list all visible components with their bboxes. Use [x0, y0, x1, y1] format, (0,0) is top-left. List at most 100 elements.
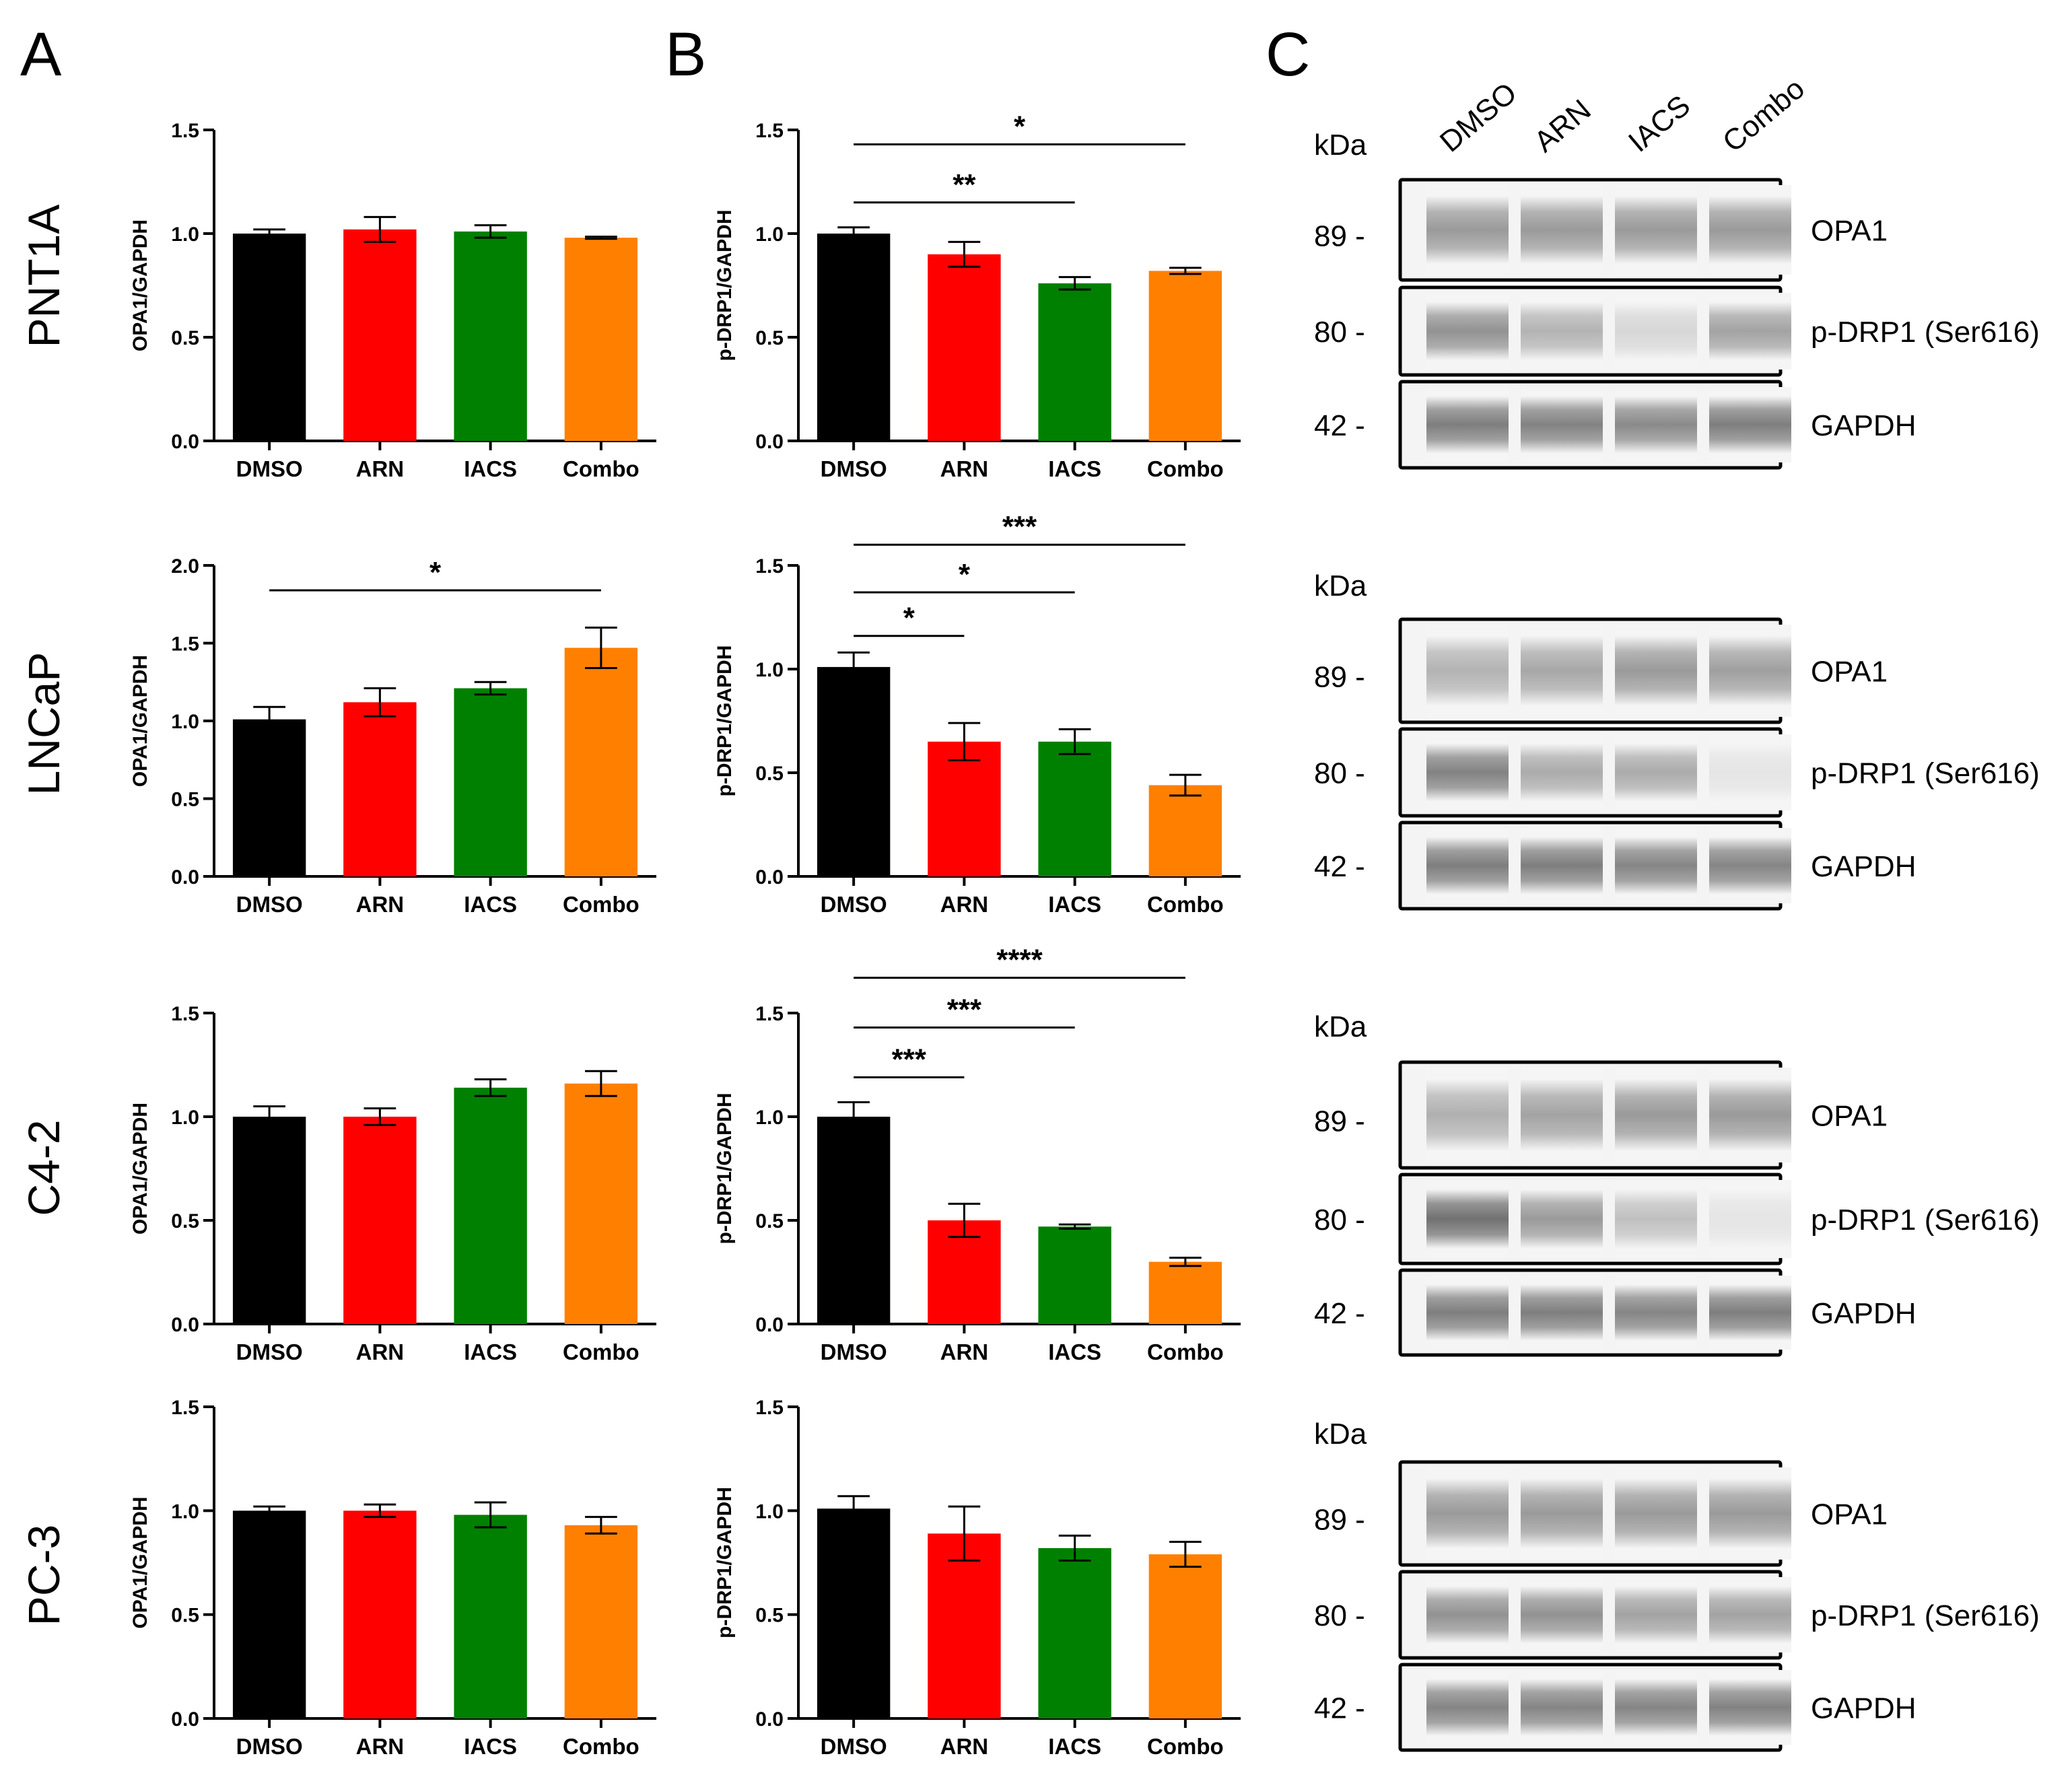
band-lane-dmso [1426, 1577, 1509, 1652]
band-lane-arn [1521, 1670, 1603, 1745]
y-axis-label: p-DRP1/GAPDH [714, 1092, 736, 1244]
lane-label-combo: Combo [1717, 72, 1811, 159]
band-lane-combo [1709, 734, 1791, 810]
marker-label: 80 - [1314, 1599, 1365, 1632]
blot-lncap: kDa 89 - OPA1 80 - p-DRP1 (Ser616) 42 - GAPDH [1314, 569, 2040, 911]
marker-label: 89 - [1314, 1504, 1365, 1537]
marker-label: 80 - [1314, 316, 1365, 349]
y-tick-label: 0.5 [755, 763, 784, 785]
y-tick-label: 0.0 [171, 866, 199, 889]
kda-label: kDa [1314, 569, 1367, 602]
y-axis-label: OPA1/GAPDH [129, 1496, 151, 1628]
band-lane-arn [1521, 1467, 1603, 1560]
band-lane-dmso [1426, 625, 1509, 717]
bar-dmso [817, 234, 891, 441]
band-lane-combo [1709, 387, 1791, 462]
protein-label: GAPDH [1811, 850, 1916, 883]
band-lane-arn [1521, 1068, 1603, 1162]
band-lane-dmso [1426, 1068, 1509, 1162]
bar-combo [1148, 1554, 1222, 1718]
significance-label: *** [947, 994, 982, 1026]
band-lane-iacs [1615, 625, 1697, 717]
band-lane-combo [1709, 828, 1791, 903]
y-tick-label: 1.0 [171, 223, 199, 246]
protein-label: p-DRP1 (Ser616) [1811, 316, 2040, 349]
band-lane-arn [1521, 185, 1603, 275]
x-tick-label-arn: ARN [940, 456, 989, 481]
protein-label: p-DRP1 (Ser616) [1811, 757, 2040, 790]
band-lane-dmso [1426, 1467, 1509, 1560]
y-axis-label: OPA1/GAPDH [129, 655, 151, 787]
x-tick-label-arn: ARN [356, 1339, 405, 1364]
band-lane-arn [1521, 1180, 1603, 1258]
y-tick-label: 1.0 [755, 1107, 784, 1129]
bar-arn [343, 702, 417, 876]
x-tick-label-iacs: IACS [464, 1339, 517, 1364]
protein-label: GAPDH [1811, 409, 1916, 442]
x-tick-label-iacs: IACS [1048, 456, 1101, 481]
protein-label: p-DRP1 (Ser616) [1811, 1204, 2040, 1237]
x-tick-label-arn: ARN [940, 1734, 989, 1759]
band-lane-combo [1709, 185, 1791, 275]
band-lane-arn [1521, 625, 1603, 717]
band-lane-combo [1709, 625, 1791, 717]
x-tick-label-combo: Combo [563, 1734, 640, 1759]
y-tick-label: 0.5 [171, 789, 199, 811]
bar-dmso [817, 1117, 891, 1324]
x-tick-label-arn: ARN [356, 456, 405, 481]
bar-iacs [1038, 283, 1111, 441]
bar-dmso [817, 666, 891, 876]
bar-dmso [817, 1508, 891, 1718]
y-axis-label: p-DRP1/GAPDH [714, 209, 736, 361]
kda-label: kDa [1314, 129, 1367, 162]
protein-label: OPA1 [1811, 656, 1888, 689]
x-tick-label-arn: ARN [356, 1734, 405, 1759]
significance-label: ** [953, 168, 976, 201]
x-tick-label-dmso: DMSO [821, 456, 887, 481]
bar-combo [564, 1525, 638, 1718]
chart-b-c4-2: 0.0 0.5 1.0 1.5 p-DRP1/GAPDH DMSO ARN IACS Combo… [714, 944, 1241, 1364]
chart-a-pc-3: 0.0 0.5 1.0 1.5 OPA1/GAPDH DMSO ARN IACS Combo [129, 1397, 656, 1759]
x-tick-label-combo: Combo [563, 1339, 640, 1364]
y-tick-label: 1.5 [755, 555, 784, 578]
band-lane-arn [1521, 387, 1603, 462]
bar-dmso [232, 1510, 306, 1718]
protein-label: p-DRP1 (Ser616) [1811, 1599, 2040, 1632]
bar-combo [1148, 271, 1222, 441]
significance-label: * [429, 556, 442, 589]
band-lane-iacs [1615, 734, 1697, 810]
x-tick-label-dmso: DMSO [821, 1734, 887, 1759]
bar-arn [928, 741, 1001, 876]
marker-label: 80 - [1314, 1204, 1365, 1237]
band-lane-combo [1709, 1670, 1791, 1745]
x-tick-label-arn: ARN [940, 892, 989, 917]
band-lane-combo [1709, 1577, 1791, 1652]
lane-label-dmso: DMSO [1434, 76, 1523, 158]
marker-label: 80 - [1314, 757, 1365, 790]
x-tick-label-dmso: DMSO [821, 1339, 887, 1364]
y-tick-label: 0.5 [755, 1605, 784, 1627]
bar-combo [1148, 1261, 1222, 1324]
chart-b-pc-3: 0.0 0.5 1.0 1.5 p-DRP1/GAPDH DMSO ARN IACS Combo [714, 1397, 1241, 1759]
band-lane-dmso [1426, 734, 1509, 810]
bar-iacs [454, 1087, 527, 1324]
significance-label: *** [1002, 510, 1037, 543]
x-tick-label-combo: Combo [563, 892, 640, 917]
x-tick-label-iacs: IACS [1048, 1734, 1101, 1759]
bar-iacs [454, 231, 527, 441]
panel-letter-b: B [665, 20, 706, 89]
bar-iacs [1038, 1226, 1111, 1324]
band-lane-dmso [1426, 1276, 1509, 1350]
significance-label: * [1014, 110, 1026, 143]
band-lane-dmso [1426, 828, 1509, 903]
x-tick-label-iacs: IACS [464, 1734, 517, 1759]
chart-a-c4-2: 0.0 0.5 1.0 1.5 OPA1/GAPDH DMSO ARN IACS Combo [129, 1003, 656, 1364]
y-tick-label: 1.0 [171, 711, 199, 733]
band-lane-iacs [1615, 1068, 1697, 1162]
x-tick-label-combo: Combo [1147, 456, 1224, 481]
row-label-lncap: LNCaP [19, 652, 69, 796]
band-lane-iacs [1615, 1577, 1697, 1652]
band-lane-dmso [1426, 1180, 1509, 1258]
bar-iacs [1038, 1547, 1111, 1718]
